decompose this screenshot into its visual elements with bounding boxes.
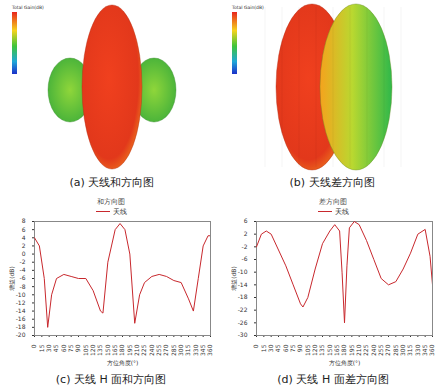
svg-text:增益(dB): 增益(dB) — [8, 266, 15, 292]
svg-text:6: 6 — [22, 226, 26, 233]
svg-text:75: 75 — [67, 344, 74, 352]
svg-text:-4: -4 — [20, 266, 26, 273]
svg-text:-14: -14 — [238, 281, 248, 288]
svg-text:150: 150 — [326, 344, 333, 356]
svg-text:-12: -12 — [16, 299, 26, 306]
svg-text:方位角度(°): 方位角度(°) — [107, 359, 139, 366]
svg-text:165: 165 — [111, 344, 118, 356]
svg-text:-18: -18 — [238, 293, 248, 300]
html-text:天线: 天线 — [334, 207, 349, 216]
svg-text:195: 195 — [348, 344, 355, 356]
svg-text:135: 135 — [318, 344, 325, 356]
html-text:(c) 天线 H 面和方向图: (c) 天线 H 面和方向图 — [55, 373, 167, 386]
svg-text:0: 0 — [252, 344, 259, 348]
svg-text:105: 105 — [82, 344, 89, 356]
svg-text:15: 15 — [260, 344, 267, 352]
svg-text:285: 285 — [392, 344, 399, 356]
svg-text:-6: -6 — [242, 255, 248, 262]
html-text:(a) 天线和方向图: (a) 天线和方向图 — [69, 176, 155, 189]
svg-text:330: 330 — [414, 344, 421, 356]
svg-text:345: 345 — [199, 344, 206, 356]
svg-text:165: 165 — [333, 344, 340, 356]
svg-text:-6: -6 — [20, 274, 26, 281]
svg-text:30: 30 — [45, 344, 52, 352]
svg-text:210: 210 — [355, 344, 362, 356]
svg-text:330: 330 — [192, 344, 199, 356]
svg-text:300: 300 — [399, 344, 406, 356]
svg-text:225: 225 — [362, 344, 369, 356]
svg-text:2: 2 — [22, 242, 26, 249]
svg-text:-10: -10 — [16, 291, 26, 298]
svg-text:-20: -20 — [16, 331, 26, 338]
svg-text:210: 210 — [133, 344, 140, 356]
svg-text:8: 8 — [22, 217, 26, 224]
svg-text:Total Gain(dB): Total Gain(dB) — [11, 5, 44, 10]
svg-text:90: 90 — [296, 344, 303, 352]
svg-text:105: 105 — [304, 344, 311, 356]
svg-text:270: 270 — [162, 344, 169, 356]
html-text:天线: 天线 — [112, 207, 127, 216]
html-text:差方向图: 差方向图 — [319, 198, 347, 206]
svg-text:-2: -2 — [242, 243, 248, 250]
svg-text:300: 300 — [177, 344, 184, 356]
svg-text:增益(dB): 增益(dB) — [230, 266, 237, 292]
svg-text:-26: -26 — [238, 319, 248, 326]
svg-text:360: 360 — [206, 344, 213, 356]
svg-text:120: 120 — [311, 344, 318, 356]
html-text:(d) 天线 H 面差方向图: (d) 天线 H 面差方向图 — [277, 373, 389, 386]
svg-text:-30: -30 — [238, 331, 248, 338]
svg-text:0: 0 — [30, 344, 37, 348]
svg-text:120: 120 — [89, 344, 96, 356]
svg-text:75: 75 — [289, 344, 296, 352]
svg-text:315: 315 — [184, 344, 191, 356]
svg-text:345: 345 — [421, 344, 428, 356]
html-text:和方向图: 和方向图 — [97, 198, 125, 206]
svg-text:6: 6 — [244, 217, 248, 224]
svg-text:135: 135 — [96, 344, 103, 356]
html-text:(b) 天线差方向图: (b) 天线差方向图 — [289, 176, 375, 189]
svg-text:60: 60 — [60, 344, 67, 352]
svg-text:30: 30 — [267, 344, 274, 352]
svg-text:315: 315 — [406, 344, 413, 356]
svg-text:255: 255 — [377, 344, 384, 356]
svg-text:240: 240 — [370, 344, 377, 356]
svg-text:15: 15 — [38, 344, 45, 352]
svg-text:-14: -14 — [16, 307, 26, 314]
svg-text:150: 150 — [104, 344, 111, 356]
svg-text:255: 255 — [155, 344, 162, 356]
svg-text:0: 0 — [22, 250, 26, 257]
svg-text:90: 90 — [74, 344, 81, 352]
svg-text:2: 2 — [244, 230, 248, 237]
svg-text:60: 60 — [282, 344, 289, 352]
svg-text:360: 360 — [428, 344, 435, 356]
svg-text:-22: -22 — [238, 306, 248, 313]
svg-text:240: 240 — [148, 344, 155, 356]
svg-text:Total Gain(dB): Total Gain(dB) — [231, 5, 264, 10]
svg-text:-18: -18 — [16, 323, 26, 330]
svg-text:45: 45 — [52, 344, 59, 352]
svg-text:-10: -10 — [238, 268, 248, 275]
svg-text:180: 180 — [118, 344, 125, 356]
svg-text:195: 195 — [126, 344, 133, 356]
svg-text:-8: -8 — [20, 283, 26, 290]
svg-text:方位角度(°): 方位角度(°) — [329, 359, 361, 366]
svg-text:285: 285 — [170, 344, 177, 356]
svg-text:180: 180 — [340, 344, 347, 356]
svg-text:270: 270 — [384, 344, 391, 356]
svg-text:45: 45 — [274, 344, 281, 352]
svg-text:-2: -2 — [20, 258, 26, 265]
svg-text:4: 4 — [22, 234, 26, 241]
svg-text:225: 225 — [140, 344, 147, 356]
svg-text:-16: -16 — [16, 315, 26, 322]
